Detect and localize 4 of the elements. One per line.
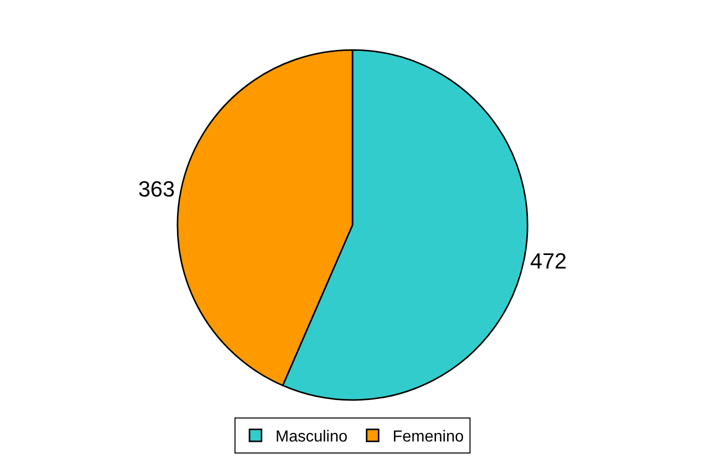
- data-label: 363: [138, 176, 175, 202]
- data-label: 472: [530, 248, 567, 274]
- legend-label: Femenino: [392, 428, 464, 446]
- legend-label: Masculino: [276, 428, 348, 446]
